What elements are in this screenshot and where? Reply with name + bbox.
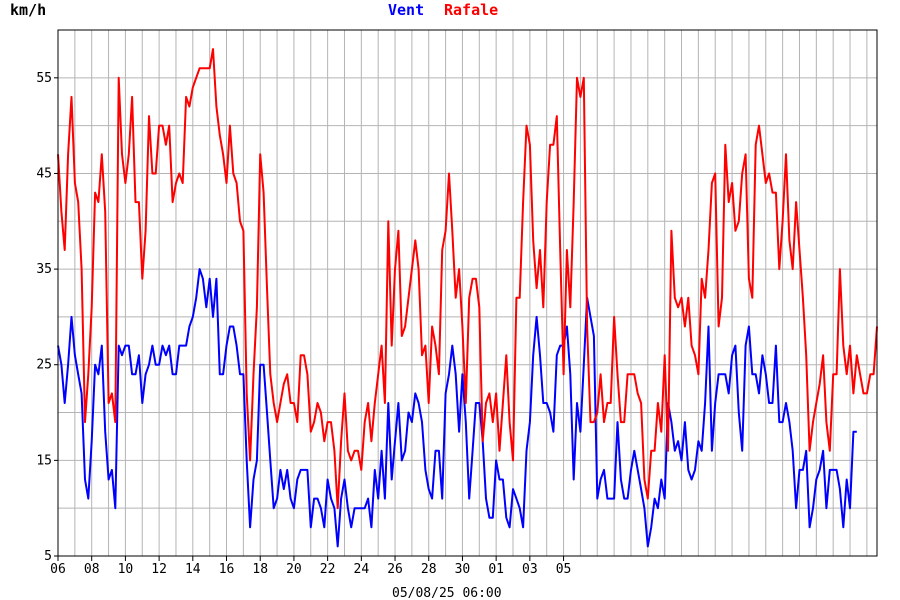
x-tick-label: 30	[455, 562, 471, 577]
x-tick-label: 18	[252, 562, 268, 577]
x-tick-label: 03	[522, 562, 538, 577]
y-tick-label: 55	[36, 71, 52, 86]
y-unit-label: km/h	[10, 1, 46, 19]
legend-rafale: Rafale	[444, 1, 498, 19]
series-lines	[57, 48, 878, 548]
x-tick-label: 08	[84, 562, 100, 577]
x-tick-label: 10	[118, 562, 134, 577]
y-tick-label: 45	[36, 166, 52, 181]
x-tick-label: 16	[219, 562, 235, 577]
y-tick-label: 15	[36, 453, 52, 468]
x-axis-date-label: 05/08/25 06:00	[392, 586, 502, 600]
x-tick-label: 28	[421, 562, 437, 577]
x-tick-label: 22	[320, 562, 336, 577]
series-line-vent	[57, 268, 857, 548]
legend-vent: Vent	[388, 1, 424, 19]
x-tick-label: 01	[488, 562, 504, 577]
plot-frame	[57, 29, 878, 557]
x-tick-label: 20	[286, 562, 302, 577]
series-line-rafale	[57, 48, 878, 510]
y-tick-label: 25	[36, 358, 52, 373]
x-tick-label: 26	[387, 562, 403, 577]
x-axis-ticks: 06 08 10 12 14 16 18 20 22 24 26 28 30 01 03 05	[50, 556, 571, 577]
x-tick-label: 24	[354, 562, 370, 577]
y-tick-label: 35	[36, 262, 52, 277]
grid	[58, 30, 877, 556]
x-tick-label: 14	[185, 562, 201, 577]
x-tick-label: 12	[151, 562, 167, 577]
y-axis-ticks: 5 15 25 35 45 55	[36, 71, 58, 564]
y-tick-label: 5	[44, 549, 52, 564]
x-tick-label: 05	[556, 562, 572, 577]
x-tick-label: 06	[50, 562, 66, 577]
